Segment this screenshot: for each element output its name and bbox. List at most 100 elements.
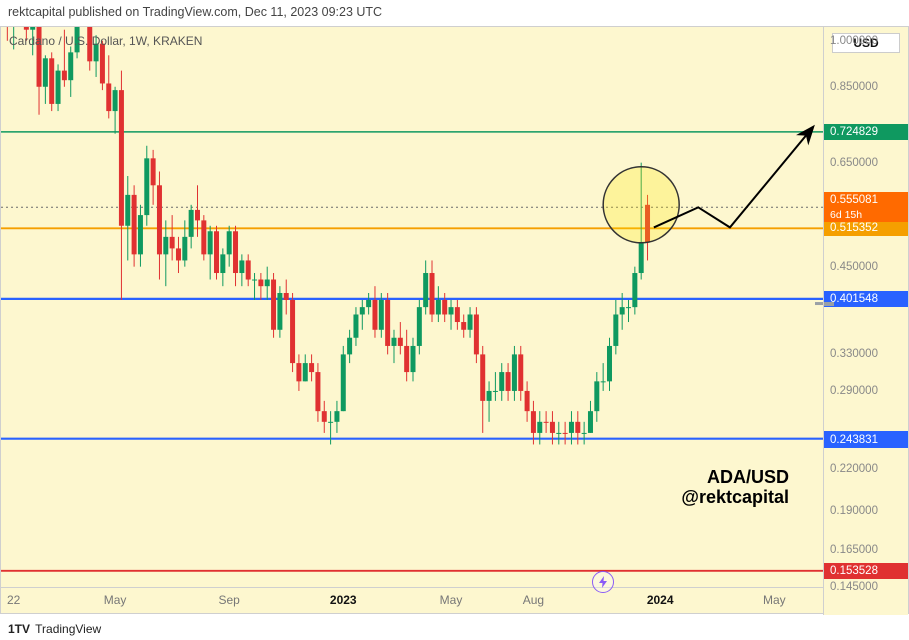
price-tag[interactable]: 0.515352 <box>824 220 908 236</box>
candle-body[interactable] <box>499 372 504 391</box>
candle-body[interactable] <box>588 411 593 433</box>
candle-body[interactable] <box>411 346 416 372</box>
candle-body[interactable] <box>607 346 612 381</box>
candle-body[interactable] <box>208 231 213 254</box>
candle-body[interactable] <box>347 338 352 355</box>
candle-body[interactable] <box>43 58 48 86</box>
candle-body[interactable] <box>151 158 156 185</box>
candle-body[interactable] <box>233 231 238 273</box>
chart-area[interactable]: Cardano / U.S. Dollar, 1W, KRAKEN 22MayS… <box>0 26 909 614</box>
candle-body[interactable] <box>62 71 67 81</box>
candle-body[interactable] <box>132 195 137 254</box>
candle-body[interactable] <box>430 273 435 314</box>
candle-body[interactable] <box>512 354 517 391</box>
candle-body[interactable] <box>227 231 232 254</box>
candle-body[interactable] <box>550 422 555 433</box>
candle-body[interactable] <box>113 90 118 111</box>
candle-body[interactable] <box>49 58 54 104</box>
candle-body[interactable] <box>353 314 358 337</box>
price-tag[interactable]: 0.243831 <box>824 432 908 448</box>
candle-body[interactable] <box>366 300 371 307</box>
symbol-info[interactable]: Cardano / U.S. Dollar, 1W, KRAKEN <box>9 34 202 48</box>
candle-body[interactable] <box>563 433 568 434</box>
candle-body[interactable] <box>239 260 244 273</box>
candle-body[interactable] <box>468 314 473 329</box>
candle-body[interactable] <box>315 372 320 411</box>
candle-body[interactable] <box>391 338 396 346</box>
candle-body[interactable] <box>303 363 308 381</box>
price-tag[interactable]: 0.724829 <box>824 124 908 140</box>
candle-body[interactable] <box>68 52 73 80</box>
candle-body[interactable] <box>474 314 479 354</box>
candle-body[interactable] <box>525 391 530 411</box>
candle-body[interactable] <box>144 158 149 215</box>
candle-body[interactable] <box>328 422 333 423</box>
price-tag[interactable]: 0.401548 <box>824 291 908 307</box>
candle-body[interactable] <box>170 237 175 249</box>
candle-body[interactable] <box>163 237 168 255</box>
candle-body[interactable] <box>360 307 365 314</box>
candle-body[interactable] <box>417 307 422 346</box>
candle-body[interactable] <box>455 307 460 322</box>
candle-body[interactable] <box>246 260 251 279</box>
candle-body[interactable] <box>30 27 35 30</box>
candle-body[interactable] <box>620 307 625 314</box>
candle-body[interactable] <box>176 248 181 260</box>
candle-body[interactable] <box>404 346 409 372</box>
candle-body[interactable] <box>531 411 536 433</box>
candle-body[interactable] <box>385 300 390 346</box>
candle-body[interactable] <box>372 300 377 330</box>
candle-body[interactable] <box>24 27 29 30</box>
candle-body[interactable] <box>423 273 428 307</box>
candle-body[interactable] <box>220 254 225 273</box>
candle-body[interactable] <box>271 280 276 330</box>
candle-body[interactable] <box>569 422 574 433</box>
price-scale[interactable]: USD 1.0000000.8500000.6500000.4500000.33… <box>823 27 908 615</box>
candle-body[interactable] <box>442 300 447 315</box>
candle-body[interactable] <box>277 293 282 330</box>
candle-body[interactable] <box>100 44 105 84</box>
tradingview-badge[interactable]: 1TV TradingView <box>8 622 101 636</box>
candle-body[interactable] <box>214 231 219 273</box>
candle-body[interactable] <box>493 391 498 392</box>
candle-body[interactable] <box>601 381 606 382</box>
candle-body[interactable] <box>189 210 194 237</box>
candle-body[interactable] <box>480 354 485 400</box>
candle-body[interactable] <box>119 90 124 226</box>
candle-body[interactable] <box>575 422 580 433</box>
candle-body[interactable] <box>322 411 327 422</box>
candle-body[interactable] <box>195 210 200 220</box>
flash-icon[interactable] <box>592 571 614 593</box>
candle-body[interactable] <box>309 363 314 372</box>
candle-body[interactable] <box>258 280 263 287</box>
candle-body[interactable] <box>398 338 403 346</box>
candle-body[interactable] <box>290 300 295 363</box>
candle-body[interactable] <box>341 354 346 411</box>
price-tag[interactable]: 0.153528 <box>824 563 908 579</box>
candle-body[interactable] <box>544 422 549 423</box>
candle-body[interactable] <box>506 372 511 391</box>
candle-body[interactable] <box>632 273 637 307</box>
candle-body[interactable] <box>125 195 130 226</box>
candle-body[interactable] <box>106 83 111 111</box>
candle-body[interactable] <box>182 237 187 261</box>
candle-body[interactable] <box>379 300 384 330</box>
candle-body[interactable] <box>138 215 143 254</box>
candle-body[interactable] <box>252 280 257 281</box>
candle-body[interactable] <box>639 243 644 273</box>
candle-body[interactable] <box>449 307 454 314</box>
candle-body[interactable] <box>461 322 466 330</box>
price-tag[interactable]: 0.5550816d 15h <box>824 192 908 222</box>
candle-body[interactable] <box>334 411 339 422</box>
candle-body[interactable] <box>626 307 631 308</box>
price-tag[interactable] <box>824 302 834 306</box>
candle-body[interactable] <box>157 185 162 254</box>
candle-body[interactable] <box>582 433 587 434</box>
candle-body[interactable] <box>436 300 441 315</box>
candle-body[interactable] <box>556 433 561 434</box>
candle-body[interactable] <box>265 280 270 287</box>
candle-body[interactable] <box>518 354 523 391</box>
candle-body[interactable] <box>613 314 618 345</box>
candle-body[interactable] <box>201 220 206 254</box>
candle-body[interactable] <box>284 293 289 300</box>
